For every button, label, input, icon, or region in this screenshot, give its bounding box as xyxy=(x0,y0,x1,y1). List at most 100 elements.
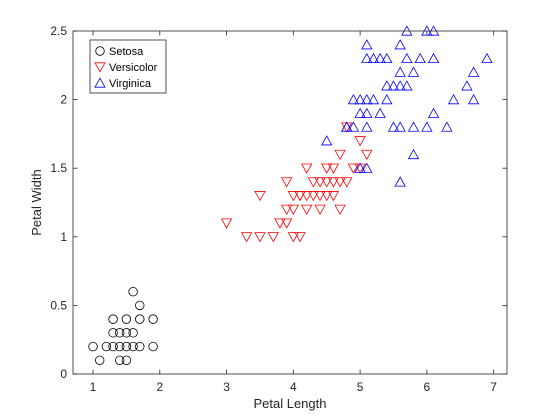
x-tick-label: 4 xyxy=(290,380,297,394)
data-point xyxy=(321,177,333,188)
data-point xyxy=(381,80,393,91)
data-point xyxy=(95,355,105,365)
data-point xyxy=(354,162,366,173)
data-point xyxy=(115,328,125,338)
data-point xyxy=(287,204,300,215)
axes xyxy=(72,30,508,375)
data-point xyxy=(421,121,433,132)
data-point xyxy=(334,177,346,188)
data-point xyxy=(361,52,373,64)
data-point xyxy=(394,121,406,132)
data-point xyxy=(414,52,426,64)
y-tick-label: 2.5 xyxy=(50,24,67,38)
data-point xyxy=(467,93,480,105)
data-point xyxy=(307,177,320,188)
data-point xyxy=(267,232,279,243)
data-point xyxy=(135,300,145,311)
y-tick-label: 1 xyxy=(60,230,67,244)
data-point xyxy=(401,80,413,91)
data-point xyxy=(394,66,406,77)
x-axis-label: Petal Length xyxy=(253,396,326,411)
data-point xyxy=(361,93,373,105)
data-point xyxy=(148,341,158,352)
y-tick-label: 2 xyxy=(60,93,67,107)
data-point xyxy=(354,93,366,105)
data-point xyxy=(361,107,373,118)
data-point xyxy=(294,191,306,202)
data-point xyxy=(301,204,313,215)
data-point xyxy=(347,121,360,132)
data-point xyxy=(135,341,145,352)
data-point xyxy=(108,314,118,324)
data-point xyxy=(341,121,353,132)
data-point xyxy=(407,121,420,132)
data-point xyxy=(461,80,473,91)
data-point xyxy=(301,163,313,174)
data-point xyxy=(334,149,346,161)
data-point xyxy=(361,39,373,50)
y-tick-label: 1.5 xyxy=(50,161,67,175)
data-point xyxy=(394,39,406,50)
data-point xyxy=(115,355,125,365)
legend-marker xyxy=(94,62,106,73)
x-tick-label: 3 xyxy=(223,380,230,394)
data-point xyxy=(341,177,353,188)
data-point xyxy=(88,341,98,352)
x-tick-label: 5 xyxy=(357,380,364,394)
data-point xyxy=(280,218,293,229)
data-point xyxy=(108,328,118,338)
data-point xyxy=(121,328,132,338)
data-point xyxy=(280,204,293,215)
data-point xyxy=(374,52,386,64)
data-point xyxy=(481,52,493,64)
data-point xyxy=(254,232,266,243)
data-point xyxy=(220,218,233,229)
data-point xyxy=(274,218,286,229)
data-point xyxy=(467,66,480,77)
data-point xyxy=(381,93,393,105)
data-point xyxy=(361,162,373,173)
data-point xyxy=(280,177,293,188)
data-point xyxy=(321,191,333,202)
data-point xyxy=(327,163,340,174)
data-point xyxy=(287,191,300,202)
data-point xyxy=(128,341,138,352)
legend-marker xyxy=(94,77,106,88)
x-tick-label: 7 xyxy=(490,380,497,394)
data-point xyxy=(254,191,266,202)
data-point xyxy=(301,191,313,202)
data-point xyxy=(128,286,138,297)
data-point xyxy=(347,93,360,105)
data-point xyxy=(334,204,346,215)
axes-box xyxy=(72,30,508,375)
data-point xyxy=(314,191,326,202)
legend-label: Virginica xyxy=(109,78,152,90)
data-point xyxy=(407,66,420,77)
data-point xyxy=(148,314,158,324)
data-point xyxy=(240,232,253,243)
legend-label: Versicolor xyxy=(109,62,158,74)
data-point xyxy=(108,341,118,352)
data-point xyxy=(367,93,380,105)
data-point xyxy=(354,136,366,147)
y-tick-label: 0 xyxy=(60,367,67,381)
data-points xyxy=(88,25,493,365)
data-point xyxy=(135,314,145,324)
data-point xyxy=(361,121,373,132)
data-point xyxy=(427,52,440,64)
ticks: 1 2 3 4 5 6 7 0 0.5 1 1.5 2 2.5 xyxy=(50,24,507,394)
legend-label: Setosa xyxy=(109,46,144,58)
data-point xyxy=(314,204,326,215)
x-tick-label: 6 xyxy=(424,380,431,394)
data-point xyxy=(321,135,333,146)
data-point xyxy=(407,148,420,160)
data-point xyxy=(354,107,366,118)
data-point xyxy=(387,80,400,91)
data-point xyxy=(327,191,340,202)
y-axis-label: Petal Width xyxy=(29,169,44,235)
data-point xyxy=(427,107,440,118)
data-point xyxy=(287,232,300,243)
y-tick-label: 0.5 xyxy=(50,298,67,312)
